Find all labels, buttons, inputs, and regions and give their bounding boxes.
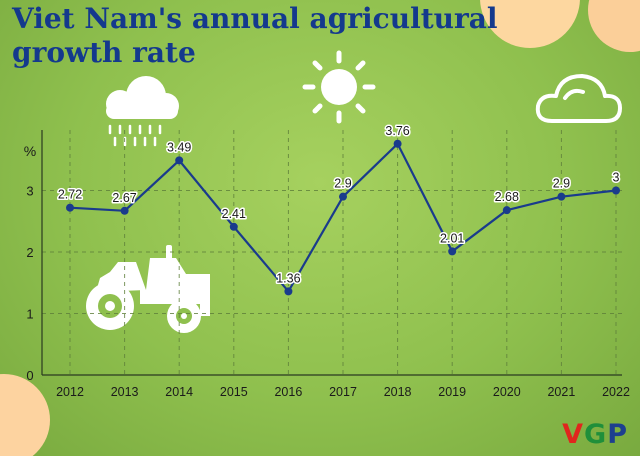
- decor-circle-top-right: [588, 0, 640, 52]
- decor-circle-bottom-left: [0, 374, 50, 456]
- data-label: 2.9: [553, 177, 570, 191]
- data-label: 2.41: [222, 207, 246, 221]
- data-point: [120, 206, 129, 215]
- data-point: [612, 186, 620, 195]
- logo-letter-p: P: [607, 419, 628, 450]
- x-tick-label: 2012: [56, 385, 84, 399]
- x-tick-label: 2016: [274, 385, 302, 399]
- data-point: [229, 222, 238, 231]
- data-labels: 2.72 2.67 3.49 2.41 1.36 2.9 3.76 2.01 2.68 2.9 3: [56, 122, 621, 287]
- axis: 0 1 2 3% 2012 2013 2014 2015 2016 2017 2018 2019 202…: [24, 130, 630, 399]
- x-tick-label: 2018: [384, 385, 412, 399]
- data-label: 2.68: [495, 190, 519, 204]
- tractor-icon: [86, 245, 210, 333]
- data-point: [393, 139, 402, 148]
- data-label: 2.72: [58, 188, 82, 202]
- y-tick-label: 2: [26, 245, 33, 260]
- rain-cloud-icon: [106, 76, 179, 147]
- data-point: [448, 247, 457, 256]
- sun-icon: [302, 50, 376, 124]
- data-label: 2.01: [440, 231, 464, 245]
- logo-letter-g: G: [584, 419, 608, 450]
- title-line-1: Viet Nam's annual agricultural: [12, 2, 498, 35]
- y-axis-label: %: [24, 143, 36, 159]
- data-point: [502, 206, 511, 215]
- data-point: [175, 156, 184, 165]
- data-point: [66, 203, 74, 212]
- logo-letter-v: V: [562, 419, 585, 450]
- data-label: 2.67: [112, 191, 136, 205]
- x-tick-label: 2015: [220, 385, 248, 399]
- chart-title: Viet Nam's annual agricultural growth ra…: [12, 2, 498, 70]
- x-tick-label: 2017: [329, 385, 357, 399]
- grid: [42, 130, 622, 375]
- data-label: 3.76: [385, 124, 409, 138]
- y-tick-label: 0: [26, 368, 33, 383]
- x-tick-label: 2022: [602, 385, 630, 399]
- data-point: [557, 192, 566, 201]
- data-label: 3.49: [167, 140, 191, 154]
- x-tick-label: 2013: [111, 385, 139, 399]
- title-line-2: growth rate: [12, 36, 196, 69]
- y-tick-label: 1: [26, 307, 33, 322]
- y-tick-label: 3: [26, 184, 33, 199]
- vgp-logo: VGP: [562, 419, 628, 450]
- markers: [66, 139, 620, 296]
- decor-circle-top: [480, 0, 580, 48]
- x-tick-label: 2019: [438, 385, 466, 399]
- x-tick-label: 2014: [165, 385, 193, 399]
- cloud-icon: [535, 74, 622, 123]
- x-tick-label: 2021: [547, 385, 575, 399]
- data-label: 1.36: [276, 271, 300, 285]
- data-label: 2.9: [334, 177, 351, 191]
- data-point: [339, 192, 347, 201]
- data-label: 3: [613, 171, 620, 185]
- x-tick-label: 2020: [493, 385, 521, 399]
- data-point: [284, 287, 293, 296]
